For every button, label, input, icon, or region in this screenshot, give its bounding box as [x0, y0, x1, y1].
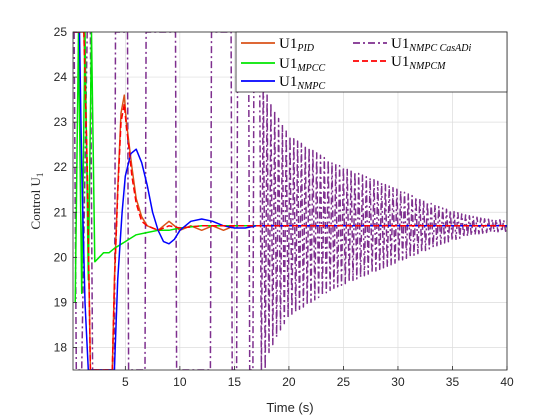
- y-axis-label: Control U1: [28, 173, 45, 230]
- y-axis-label-main: Control U: [28, 176, 43, 229]
- tick-group: 5 10 15 20 25 30 35 40 18 19 20 21 22 23 24 25: [54, 25, 514, 389]
- x-tick-label: 15: [228, 375, 242, 389]
- x-tick-label: 5: [122, 375, 129, 389]
- legend-entry: U1MPCC: [279, 56, 325, 74]
- y-tick-label: 23: [54, 115, 68, 129]
- legend-entry-sub: NMPCM: [408, 61, 446, 72]
- y-tick-label: 21: [54, 205, 68, 219]
- series-line-nmpcm: [74, 32, 507, 370]
- legend-entry: U1PID: [279, 36, 315, 54]
- x-tick-label: 30: [391, 375, 405, 389]
- x-tick-label: 25: [337, 375, 351, 389]
- legend-entry: U1NMPC: [279, 74, 325, 92]
- y-tick-label: 22: [54, 160, 68, 174]
- legend-entry-main: U1: [279, 56, 297, 72]
- legend-entry-sub: MPCC: [296, 63, 325, 74]
- legend-entry-sub: NMPC CasADi: [408, 43, 471, 54]
- legend-entry-sub: NMPC: [296, 81, 325, 92]
- legend-entry-main: U1: [279, 74, 297, 90]
- x-tick-label: 20: [282, 375, 296, 389]
- legend-entry-main: U1: [391, 36, 409, 52]
- legend-box: [235, 31, 508, 93]
- y-tick-label: 24: [54, 70, 68, 84]
- x-axis-label: Time (s): [266, 400, 313, 415]
- x-tick-label: 40: [500, 375, 514, 389]
- series-line-nmpc: [74, 32, 507, 370]
- y-tick-label: 18: [54, 340, 68, 354]
- legend-entry: U1NMPC CasADi: [391, 36, 472, 54]
- y-tick-label: 19: [54, 295, 68, 309]
- x-tick-label: 10: [173, 375, 187, 389]
- x-tick-label: 35: [446, 375, 460, 389]
- series-group: [73, 32, 507, 370]
- y-tick-label: 25: [54, 25, 68, 39]
- legend-entry-main: U1: [279, 36, 297, 52]
- legend-entry-sub: PID: [296, 43, 314, 54]
- y-axis-label-sub: 1: [35, 173, 45, 178]
- legend-entry-main: U1: [391, 54, 409, 70]
- y-tick-label: 20: [54, 250, 68, 264]
- legend-entry: U1NMPCM: [391, 54, 446, 72]
